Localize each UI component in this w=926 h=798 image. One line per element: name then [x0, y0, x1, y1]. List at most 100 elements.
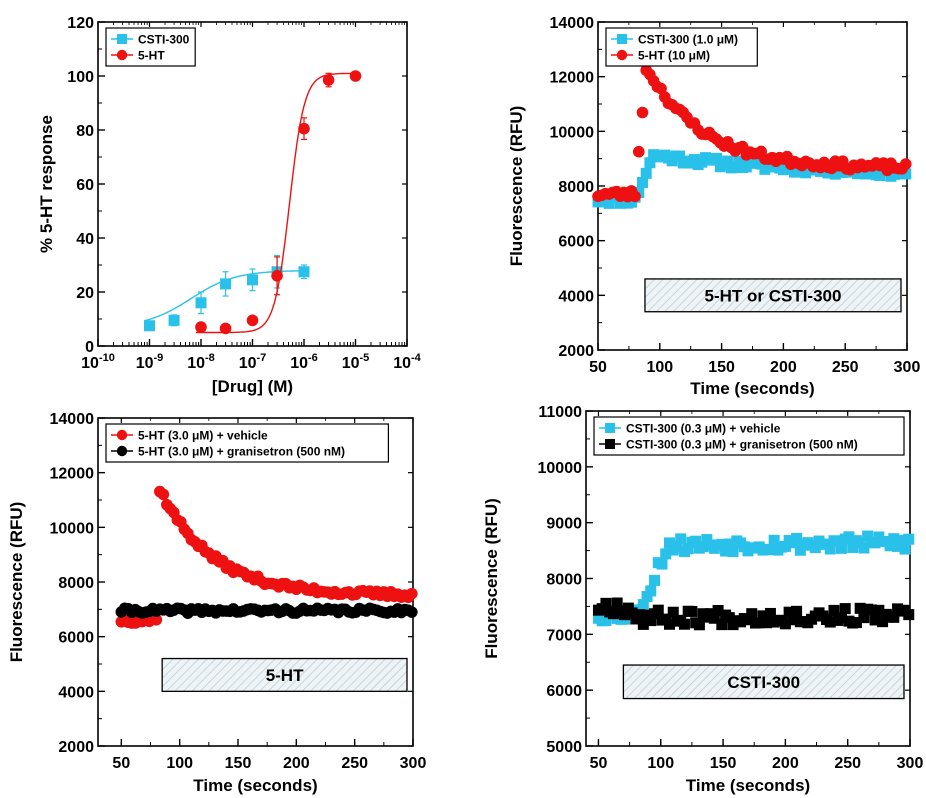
data-point: [678, 618, 690, 630]
data-point: [663, 618, 675, 630]
data-point: [298, 266, 310, 278]
x-tick-label: 150: [225, 755, 252, 772]
legend: CSTI-300 (1.0 μM) 5-HT (10 μM): [605, 27, 758, 67]
data-point: [783, 606, 795, 618]
y-tick-label: 6000: [546, 683, 582, 700]
y-tick-label: 80: [76, 123, 94, 140]
legend-marker: [116, 445, 128, 457]
data-point: [828, 604, 840, 616]
data-point: [839, 603, 851, 615]
legend-label: CSTI-300: [138, 33, 190, 47]
x-tick-label: 300: [897, 755, 924, 772]
legend-label: CSTI-300 (0.3 μM) + vehicle: [626, 422, 781, 436]
y-tick-label: 10000: [550, 124, 595, 141]
data-point: [619, 609, 631, 621]
data-point: [843, 531, 855, 543]
data-point: [629, 190, 641, 203]
panel-b-chart: 50 100 150 200 250 300 2000 4000 6000 8000 10000 12…: [507, 15, 920, 398]
x-tick-label: 50: [590, 755, 608, 772]
data-point: [220, 278, 232, 290]
data-point: [656, 558, 668, 570]
data-point: [733, 155, 745, 167]
data-point: [746, 608, 758, 620]
legend-marker: [605, 439, 615, 449]
y-tick-label: 10000: [538, 460, 583, 477]
data-point: [791, 532, 803, 544]
series-1: [144, 254, 310, 332]
y-tick-label: 4000: [58, 684, 94, 701]
x-tick-label: 10-5: [342, 352, 370, 372]
data-point: [900, 168, 912, 180]
data-point: [298, 122, 310, 135]
series-1: [115, 485, 418, 629]
data-point: [150, 613, 163, 626]
legend-label: CSTI-300 (1.0 μM): [638, 33, 738, 47]
data-point: [712, 604, 724, 616]
data-point: [779, 540, 791, 552]
data-point: [640, 167, 652, 179]
data-layer: [144, 70, 362, 335]
data-point: [246, 314, 259, 327]
y-tick-label: 20: [76, 285, 94, 302]
x-tick-label: 50: [112, 755, 130, 772]
legend: CSTI-300 (0.3 μM) + vehicle CSTI-300 (0.3…: [593, 416, 905, 456]
data-point: [690, 535, 702, 547]
data-point: [247, 274, 258, 286]
legend-label: 5-HT: [138, 49, 165, 63]
stimulus-bar: [161, 657, 408, 692]
panel-a-chart: 10-10 10-9 10-8 10-7 10-6 10-5 10-4 0 20 40 60 80 10…: [37, 15, 422, 396]
data-point: [764, 607, 776, 619]
y-tick-label: 2000: [58, 739, 94, 756]
x-tick-label: 100: [166, 755, 193, 772]
stimulus-label: CSTI-300: [727, 673, 800, 692]
data-point: [644, 157, 656, 169]
data-point: [636, 177, 648, 189]
data-point: [895, 534, 907, 546]
data-point: [753, 617, 765, 629]
data-layer: [592, 530, 915, 631]
legend-marker: [617, 34, 627, 44]
y-tick-label: 6000: [558, 234, 594, 251]
x-tick-label: 100: [646, 359, 673, 376]
series-1: [592, 530, 915, 627]
data-point: [791, 605, 803, 617]
legend-box: [105, 423, 389, 463]
y-tick-label: 6000: [58, 630, 94, 647]
x-tick-label: 200: [283, 755, 310, 772]
x-tick-label: 250: [834, 755, 861, 772]
data-point: [349, 70, 362, 82]
y-tick-label: 8000: [58, 575, 94, 592]
y-axis-title: % 5-HT response: [37, 115, 56, 253]
data-point: [634, 609, 646, 621]
data-point: [723, 612, 735, 624]
y-tick-label: 60: [76, 177, 94, 194]
y-axis-title: Fluorescence (RFU): [507, 106, 526, 267]
data-point: [888, 611, 900, 623]
data-point: [675, 533, 687, 545]
data-point: [869, 537, 881, 549]
data-point: [809, 542, 821, 554]
x-tick-label: 250: [341, 755, 368, 772]
x-tick-label: 250: [832, 359, 859, 376]
x-tick-label: 150: [708, 359, 735, 376]
data-point: [720, 545, 732, 557]
data-point: [406, 587, 418, 600]
data-point: [716, 538, 728, 550]
data-point: [787, 614, 799, 626]
data-point: [877, 616, 889, 628]
x-tick-label: 10-4: [393, 352, 421, 372]
x-tick-label: 10-9: [136, 352, 164, 372]
data-point: [884, 540, 896, 552]
data-point: [847, 541, 859, 553]
data-layer: [115, 485, 418, 629]
stimulus-label: 5-HT: [266, 666, 304, 685]
data-point: [888, 533, 900, 545]
panel-d-chart: 50 100 150 200 250 300 5000 6000 7000 8000 9000 100…: [482, 404, 923, 795]
data-point: [637, 599, 649, 611]
stimulus-label: 5-HT or CSTI-300: [704, 286, 841, 305]
data-point: [195, 297, 207, 309]
data-point: [899, 158, 912, 170]
x-axis-title: [Drug] (M): [212, 377, 293, 396]
x-axis-title: Time (seconds): [686, 776, 810, 795]
legend-box: [593, 416, 905, 456]
